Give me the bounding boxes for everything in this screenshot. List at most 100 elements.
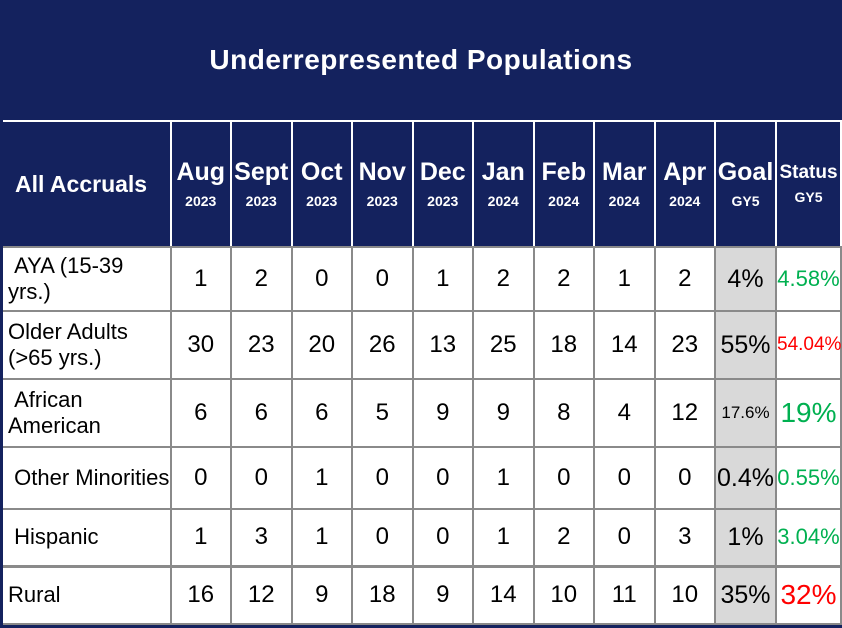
value-cell: 0 xyxy=(593,508,656,567)
page-title: Underrepresented Populations xyxy=(209,44,633,75)
column-year-label: 2024 xyxy=(487,192,519,209)
value-cell: 18 xyxy=(532,310,595,380)
value-cell: 2 xyxy=(653,246,716,312)
status-cell: 4.58% xyxy=(775,246,842,312)
column-month-label: Feb xyxy=(541,158,586,187)
column-header-oct: Oct 2023 xyxy=(290,120,353,248)
value-cell: 0 xyxy=(653,446,716,510)
value-cell: 6 xyxy=(230,378,293,448)
column-month-label: Goal xyxy=(717,158,774,187)
value-cell: 5 xyxy=(351,378,414,448)
table-row: African American 6 6 6 5 9 9 8 4 12 17.6% 19% xyxy=(0,378,842,448)
row-label: Other Minorities xyxy=(0,446,172,510)
column-year-label: 2024 xyxy=(608,192,640,209)
column-year-label: 2024 xyxy=(669,192,701,209)
row-label: Older Adults (>65 yrs.) xyxy=(0,310,172,380)
value-cell: 18 xyxy=(351,564,414,625)
value-cell: 0 xyxy=(169,446,232,510)
value-cell: 11 xyxy=(593,564,656,625)
column-year-label: GY5 xyxy=(731,192,760,209)
value-cell: 1 xyxy=(290,446,353,510)
column-month-label: Sept xyxy=(234,158,289,187)
column-month-label: Jan xyxy=(481,158,525,187)
value-cell: 1 xyxy=(169,246,232,312)
value-cell: 0 xyxy=(593,446,656,510)
value-cell: 3 xyxy=(653,508,716,567)
column-header-goal: Goal GY5 xyxy=(714,120,777,248)
column-header-jan: Jan 2024 xyxy=(472,120,535,248)
bottom-border-bar xyxy=(0,625,842,628)
value-cell: 6 xyxy=(169,378,232,448)
value-cell: 4 xyxy=(593,378,656,448)
value-cell: 0 xyxy=(411,508,474,567)
column-year-label: 2023 xyxy=(245,192,277,209)
column-month-label: Mar xyxy=(602,158,647,187)
table-row: AYA (15-39 yrs.) 1 2 0 0 1 2 2 1 2 4% 4.58% xyxy=(0,246,842,312)
column-header-apr: Apr 2024 xyxy=(653,120,716,248)
column-month-label: Status xyxy=(779,161,838,183)
column-year-label: 2024 xyxy=(548,192,580,209)
header-row: All Accruals Aug 2023 Sept 2023 Oct 2023 Nov 20… xyxy=(0,120,842,248)
value-cell: 0 xyxy=(230,446,293,510)
value-cell: 16 xyxy=(169,564,232,625)
goal-cell: 0.4% xyxy=(714,446,777,510)
column-header-aug: Aug 2023 xyxy=(169,120,232,248)
value-cell: 20 xyxy=(290,310,353,380)
value-cell: 9 xyxy=(411,564,474,625)
value-cell: 0 xyxy=(351,446,414,510)
value-cell: 23 xyxy=(653,310,716,380)
value-cell: 9 xyxy=(472,378,535,448)
value-cell: 10 xyxy=(653,564,716,625)
value-cell: 14 xyxy=(472,564,535,625)
value-cell: 1 xyxy=(593,246,656,312)
row-label: African American xyxy=(0,378,172,448)
column-month-label: Oct xyxy=(300,158,343,187)
value-cell: 6 xyxy=(290,378,353,448)
value-cell: 0 xyxy=(532,446,595,510)
row-label: Hispanic xyxy=(0,508,172,567)
value-cell: 0 xyxy=(351,246,414,312)
value-cell: 0 xyxy=(411,446,474,510)
column-header-nov: Nov 2023 xyxy=(351,120,414,248)
goal-cell: 1% xyxy=(714,508,777,567)
status-cell: 54.04% xyxy=(775,310,842,380)
goal-cell: 35% xyxy=(714,564,777,625)
table-row: Rural 16 12 9 18 9 14 10 11 10 35% 32% xyxy=(0,564,842,625)
table-row: Older Adults (>65 yrs.) 30 23 20 26 13 25 18 14 2… xyxy=(0,310,842,380)
goal-cell: 17.6% xyxy=(714,378,777,448)
value-cell: 9 xyxy=(411,378,474,448)
column-year-label: 2023 xyxy=(427,192,459,209)
value-cell: 2 xyxy=(532,246,595,312)
value-cell: 14 xyxy=(593,310,656,380)
column-year-label: 2023 xyxy=(306,192,338,209)
value-cell: 8 xyxy=(532,378,595,448)
column-year-label: GY5 xyxy=(794,189,823,206)
value-cell: 12 xyxy=(653,378,716,448)
column-year-label: 2023 xyxy=(366,192,398,209)
row-label: AYA (15-39 yrs.) xyxy=(0,246,172,312)
value-cell: 2 xyxy=(472,246,535,312)
column-month-label: Dec xyxy=(419,158,466,187)
value-cell: 0 xyxy=(351,508,414,567)
status-cell: 3.04% xyxy=(775,508,842,567)
column-header-sept: Sept 2023 xyxy=(230,120,293,248)
value-cell: 2 xyxy=(532,508,595,567)
table-row: Hispanic 1 3 1 0 0 1 2 0 3 1% 3.04% xyxy=(0,508,842,567)
row-label: Rural xyxy=(0,564,172,625)
value-cell: 1 xyxy=(411,246,474,312)
value-cell: 10 xyxy=(532,564,595,625)
table-row: Other Minorities 0 0 1 0 0 1 0 0 0 0.4% 0.55% xyxy=(0,446,842,510)
title-banner: Underrepresented Populations xyxy=(0,0,842,120)
value-cell: 12 xyxy=(230,564,293,625)
value-cell: 30 xyxy=(169,310,232,380)
column-header-status: Status GY5 xyxy=(775,120,842,248)
column-month-label: Nov xyxy=(358,158,406,187)
accruals-table: All Accruals Aug 2023 Sept 2023 Oct 2023 Nov 20… xyxy=(0,120,842,625)
value-cell: 3 xyxy=(230,508,293,567)
value-cell: 1 xyxy=(472,446,535,510)
column-header-feb: Feb 2024 xyxy=(532,120,595,248)
table-body: AYA (15-39 yrs.) 1 2 0 0 1 2 2 1 2 4% 4.58% Older Ad… xyxy=(0,246,842,625)
status-cell: 32% xyxy=(775,564,842,625)
status-cell: 0.55% xyxy=(775,446,842,510)
